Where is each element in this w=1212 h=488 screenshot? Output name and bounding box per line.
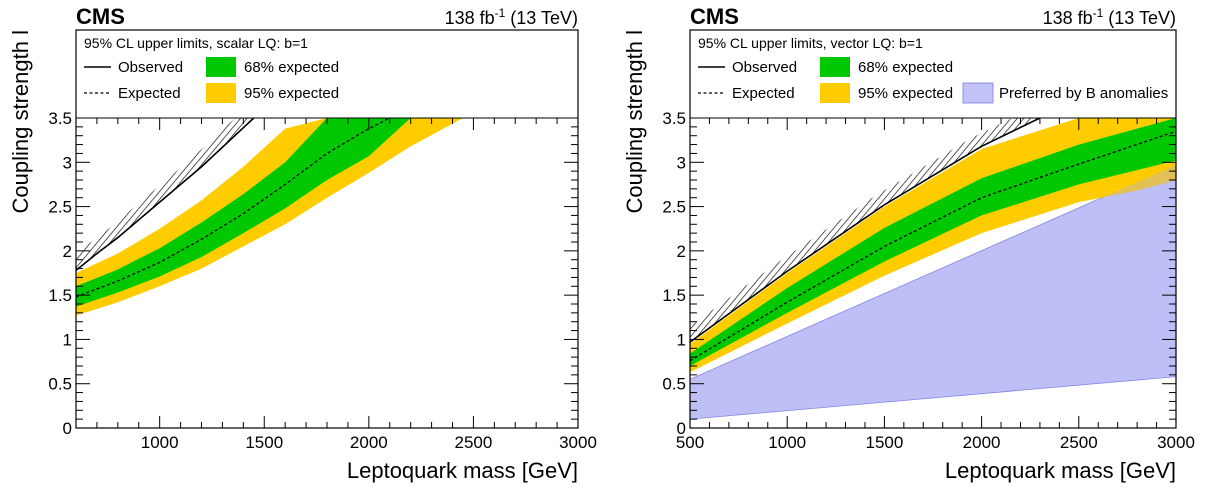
- y-tick-label: 2.5: [48, 198, 72, 217]
- legend-68-label: 68% expected: [244, 59, 339, 76]
- y-tick-label: 1.5: [662, 286, 686, 305]
- lumi-value: 138 fb: [445, 8, 495, 28]
- x-tick-label: 3000: [559, 433, 597, 452]
- legend-observed-label: Observed: [732, 59, 797, 76]
- plot-area: [76, 118, 463, 316]
- plot-frame: [689, 29, 1177, 429]
- y-tick-label: 1: [63, 330, 72, 349]
- expected-line: [76, 118, 391, 298]
- legend-preferred-swatch: [962, 82, 994, 104]
- x-tick-label: 3000: [1157, 433, 1195, 452]
- plot-area: [690, 118, 1176, 420]
- y-tick-label: 3.5: [48, 109, 72, 128]
- x-tick-label: 2500: [1060, 433, 1098, 452]
- y-tick-label: 2.5: [662, 198, 686, 217]
- lumi-label: 138 fb-1 (13 TeV): [445, 6, 578, 28]
- lumi-exponent: -1: [495, 6, 506, 20]
- y-tick-label: 2: [63, 242, 72, 261]
- lumi-energy: (13 TeV): [505, 8, 578, 28]
- preferred-region-overlay: [690, 164, 1176, 420]
- x-axis-title: Leptoquark mass [GeV]: [347, 458, 578, 483]
- legend-68-swatch: [206, 57, 236, 77]
- x-tick-label: 2000: [350, 433, 388, 452]
- legend-95-swatch: [820, 83, 850, 103]
- y-tick-label: 0.5: [48, 375, 72, 394]
- band-68-expected: [76, 118, 411, 307]
- x-tick-label: 2000: [963, 433, 1001, 452]
- legend-expected-label: Expected: [732, 85, 795, 102]
- lumi-energy: (13 TeV): [1103, 8, 1176, 28]
- legend-95-label: 95% expected: [858, 85, 953, 102]
- lumi-value: 138 fb: [1043, 8, 1093, 28]
- legend-title: 95% CL upper limits, scalar LQ: b=1: [84, 35, 308, 51]
- x-tick-label: 500: [676, 433, 704, 452]
- y-tick-label: 1: [677, 330, 686, 349]
- x-axis-title: Leptoquark mass [GeV]: [945, 458, 1176, 483]
- x-tick-label: 1000: [768, 433, 806, 452]
- y-tick-label: 2: [677, 242, 686, 261]
- observed-line: [76, 118, 255, 271]
- lumi-exponent: -1: [1093, 6, 1104, 20]
- y-tick-label: 3: [63, 153, 72, 172]
- y-tick-label: 3.5: [662, 109, 686, 128]
- observed-hatch: [76, 118, 254, 271]
- right-panel-vector-lq: 500 1000 1500 2000 2500 3000 0 0.5 1 1.5 2 2.5 3 3.5 L…: [622, 4, 1195, 483]
- legend-expected-label: Expected: [118, 85, 181, 102]
- legend-68-label: 68% expected: [858, 59, 953, 76]
- band-68-expected: [690, 118, 1176, 366]
- y-axis-title: Coupling strength l: [622, 30, 647, 213]
- y-tick-label: 0.5: [662, 375, 686, 394]
- expected-line: [690, 130, 1176, 362]
- preferred-region-band: [690, 164, 1176, 420]
- legend-preferred-label: Preferred by B anomalies: [999, 85, 1168, 102]
- lumi-label: 138 fb-1 (13 TeV): [1043, 6, 1176, 28]
- legend-95-label: 95% expected: [244, 85, 339, 102]
- observed-line: [690, 118, 1041, 343]
- cms-label: CMS: [690, 4, 739, 29]
- x-tick-label: 1500: [245, 433, 283, 452]
- legend-95-swatch: [206, 83, 236, 103]
- legend-observed-label: Observed: [118, 59, 183, 76]
- y-tick-label: 0: [677, 419, 686, 438]
- legend-title: 95% CL upper limits, vector LQ: b=1: [698, 35, 923, 51]
- legend-68-swatch: [820, 57, 850, 77]
- y-tick-label: 3: [677, 153, 686, 172]
- cms-label: CMS: [76, 4, 125, 29]
- x-tick-label: 1000: [141, 433, 179, 452]
- y-tick-label: 1.5: [48, 286, 72, 305]
- left-panel-scalar-lq: 1000 1500 2000 2500 3000 0 0.5 1 1.5 2 2.5 3 3.5 Lept…: [8, 4, 597, 483]
- y-axis-title: Coupling strength l: [8, 30, 33, 213]
- x-tick-label: 2500: [455, 433, 493, 452]
- y-tick-label: 0: [63, 419, 72, 438]
- x-tick-label: 1500: [865, 433, 903, 452]
